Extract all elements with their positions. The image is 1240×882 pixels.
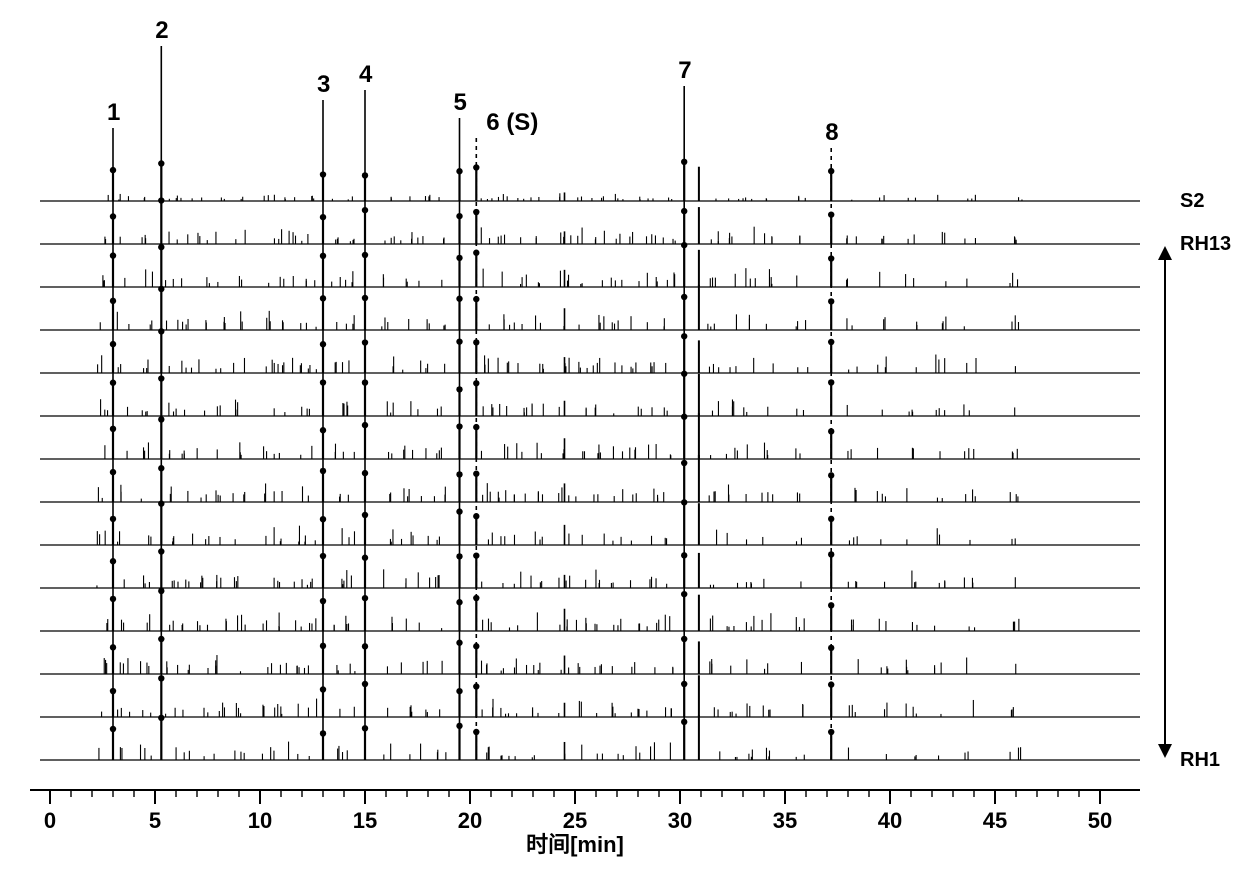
x-tick-5: 5 [149,808,161,833]
peak-label-1: 1 [107,99,120,126]
chromatogram-svg: 123456 (S)7805101520253035404550时间[min]S… [0,0,1240,882]
x-tick-45: 45 [983,808,1007,833]
arrow-down-icon [1158,744,1172,758]
x-tick-10: 10 [248,808,272,833]
x-tick-20: 20 [458,808,482,833]
peak-label-6 (S): 6 (S) [486,109,538,136]
peak-label-3: 3 [317,71,330,98]
peak-label-5: 5 [454,89,467,116]
x-axis-label: 时间[min] [526,832,624,857]
peak-label-7: 7 [678,57,691,84]
peak-label-2: 2 [155,17,168,44]
side-label-S2: S2 [1180,190,1204,212]
x-tick-35: 35 [773,808,797,833]
x-tick-25: 25 [563,808,587,833]
side-label-RH13: RH13 [1180,233,1231,255]
x-tick-30: 30 [668,808,692,833]
arrow-up-icon [1158,246,1172,260]
x-tick-40: 40 [878,808,902,833]
x-tick-50: 50 [1088,808,1112,833]
x-tick-15: 15 [353,808,377,833]
peak-label-8: 8 [825,119,838,146]
side-label-RH1: RH1 [1180,749,1220,771]
x-tick-0: 0 [44,808,56,833]
chart-container: 123456 (S)7805101520253035404550时间[min]S… [0,0,1240,882]
peak-label-4: 4 [359,61,373,88]
